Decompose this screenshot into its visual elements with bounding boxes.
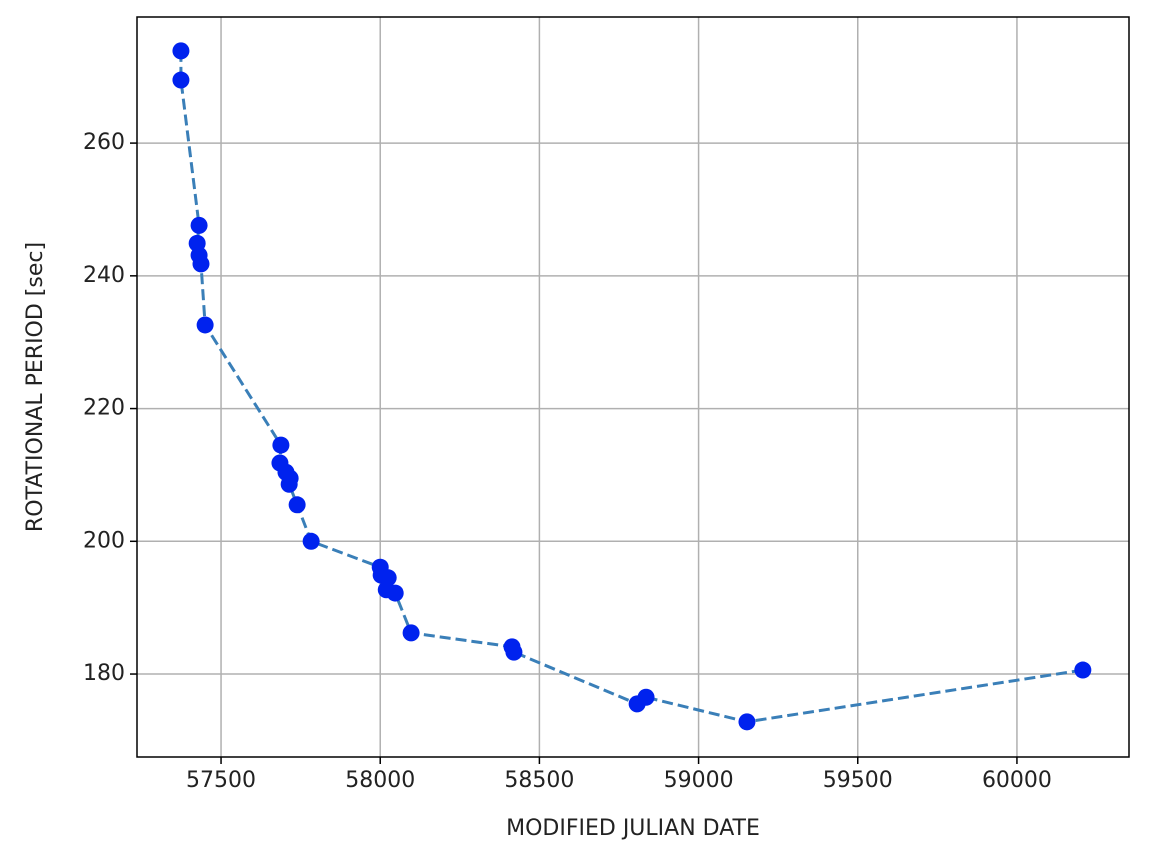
data-point [402, 624, 420, 642]
y-tick-label: 200 [83, 528, 125, 553]
x-axis-label: MODIFIED JULIAN DATE [506, 816, 760, 841]
data-point [280, 475, 298, 493]
data-point [302, 532, 320, 550]
x-tick-label: 60000 [982, 768, 1052, 793]
y-tick-label: 260 [83, 130, 125, 155]
x-tick-label: 58500 [504, 768, 574, 793]
y-axis-label: ROTATIONAL PERIOD [sec] [23, 242, 48, 532]
plot-frame [136, 16, 1130, 758]
y-tick-label: 180 [83, 661, 125, 686]
data-point [1074, 661, 1092, 679]
x-tick-label: 58000 [345, 768, 415, 793]
data-point [272, 436, 290, 454]
data-point [505, 643, 523, 661]
data-line [179, 50, 1084, 724]
data-point [637, 688, 655, 706]
data-point [196, 316, 214, 334]
x-tick-label: 59500 [823, 768, 893, 793]
data-point [386, 584, 404, 602]
data-point [288, 496, 306, 514]
x-tick-label: 59000 [664, 768, 734, 793]
data-point [172, 71, 190, 89]
x-tick-label: 57500 [186, 768, 256, 793]
y-tick-label: 220 [83, 396, 125, 421]
data-point [172, 42, 190, 60]
data-point [738, 713, 756, 731]
data-point [192, 255, 210, 273]
data-point [190, 216, 208, 234]
y-tick-label: 240 [83, 263, 125, 288]
